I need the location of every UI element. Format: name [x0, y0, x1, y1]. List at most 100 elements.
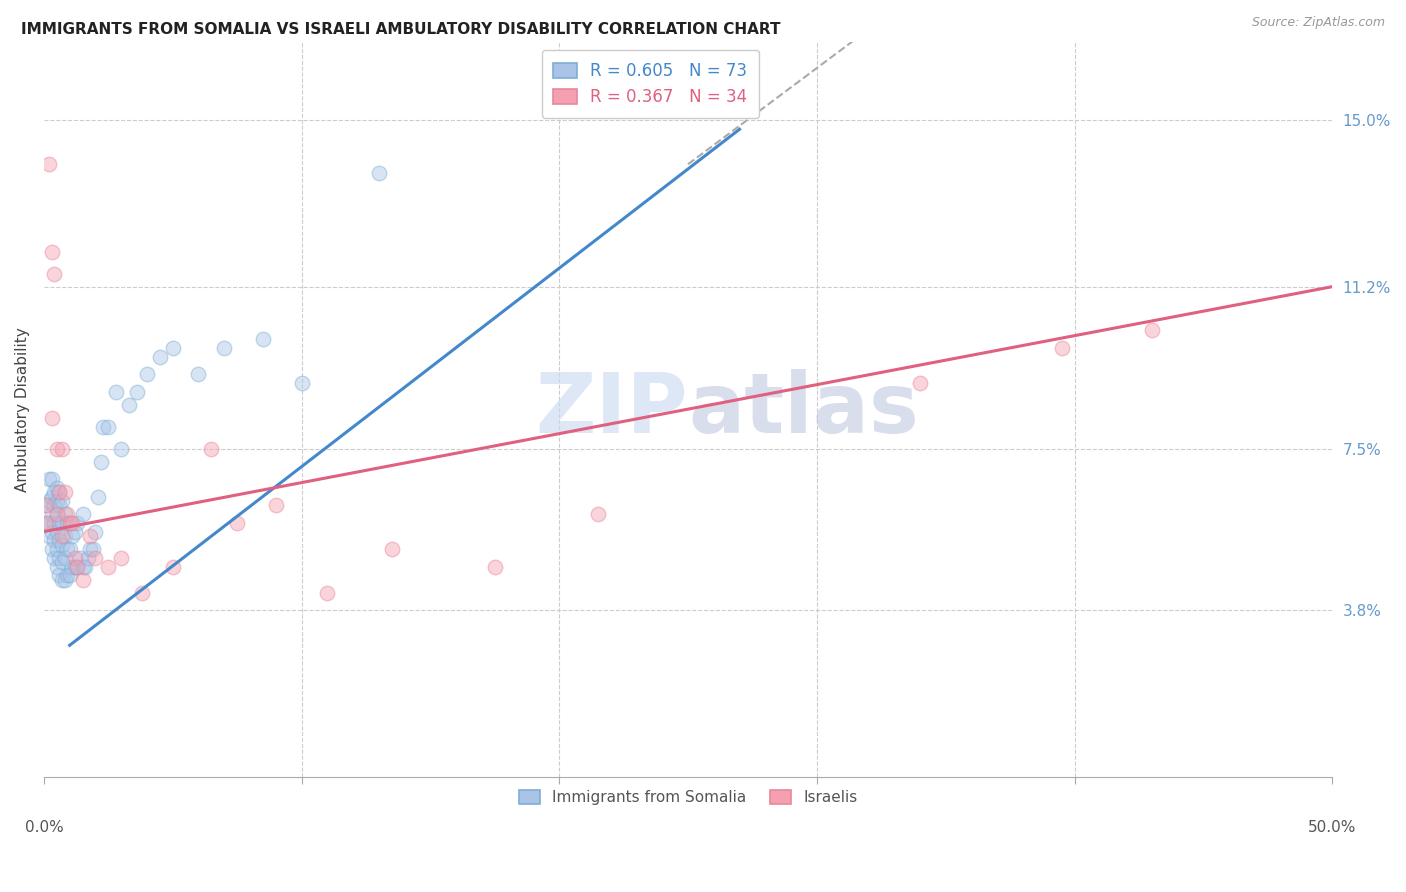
Point — [91, 419, 114, 434]
Point — [1050, 341, 1073, 355]
Point — [131, 586, 153, 600]
Point — [41, 490, 63, 504]
Point — [41, 542, 63, 557]
Point — [110, 550, 132, 565]
Point — [367, 166, 389, 180]
Point — [53, 550, 76, 565]
Point — [35, 516, 58, 530]
Point — [72, 573, 94, 587]
Point — [35, 499, 58, 513]
Point — [56, 516, 79, 530]
Point — [51, 442, 73, 456]
Text: ZIP: ZIP — [536, 368, 688, 450]
Point — [44, 499, 66, 513]
Point — [38, 494, 60, 508]
Point — [381, 542, 404, 557]
Point — [66, 559, 89, 574]
Point — [38, 516, 60, 530]
Point — [264, 499, 287, 513]
Point — [136, 367, 159, 381]
Text: 0.0%: 0.0% — [24, 821, 63, 835]
Point — [84, 550, 107, 565]
Point — [66, 516, 89, 530]
Point — [45, 494, 67, 508]
Point — [66, 559, 89, 574]
Point — [162, 341, 184, 355]
Point — [56, 568, 79, 582]
Point — [44, 516, 66, 530]
Point — [63, 559, 86, 574]
Point — [51, 516, 73, 530]
Point — [48, 485, 70, 500]
Point — [79, 542, 101, 557]
Point — [41, 524, 63, 539]
Point — [97, 419, 120, 434]
Point — [48, 533, 70, 548]
Point — [38, 472, 60, 486]
Point — [200, 442, 222, 456]
Point — [586, 507, 609, 521]
Point — [72, 507, 94, 521]
Legend: Immigrants from Somalia, Israelis: Immigrants from Somalia, Israelis — [512, 782, 865, 813]
Point — [87, 490, 110, 504]
Point — [41, 410, 63, 425]
Point — [56, 507, 79, 521]
Point — [316, 586, 339, 600]
Text: IMMIGRANTS FROM SOMALIA VS ISRAELI AMBULATORY DISABILITY CORRELATION CHART: IMMIGRANTS FROM SOMALIA VS ISRAELI AMBUL… — [21, 22, 780, 37]
Point — [45, 442, 67, 456]
Point — [72, 559, 94, 574]
Point — [45, 481, 67, 495]
Point — [53, 485, 76, 500]
Point — [63, 550, 86, 565]
Point — [105, 384, 128, 399]
Point — [44, 533, 66, 548]
Point — [44, 550, 66, 565]
Point — [41, 507, 63, 521]
Point — [45, 507, 67, 521]
Point — [38, 529, 60, 543]
Text: Source: ZipAtlas.com: Source: ZipAtlas.com — [1251, 16, 1385, 29]
Point — [84, 524, 107, 539]
Point — [59, 568, 82, 582]
Point — [35, 499, 58, 513]
Point — [125, 384, 148, 399]
Text: atlas: atlas — [688, 368, 918, 450]
Point — [44, 485, 66, 500]
Point — [97, 559, 120, 574]
Y-axis label: Ambulatory Disability: Ambulatory Disability — [15, 326, 30, 491]
Point — [484, 559, 506, 574]
Point — [69, 550, 91, 565]
Point — [45, 524, 67, 539]
Point — [290, 376, 312, 390]
Point — [35, 516, 58, 530]
Point — [45, 559, 67, 574]
Point — [41, 472, 63, 486]
Point — [48, 550, 70, 565]
Point — [45, 507, 67, 521]
Point — [56, 542, 79, 557]
Point — [48, 516, 70, 530]
Point — [48, 568, 70, 582]
Point — [53, 507, 76, 521]
Point — [41, 244, 63, 259]
Point — [79, 529, 101, 543]
Point — [51, 573, 73, 587]
Point — [48, 499, 70, 513]
Point — [51, 538, 73, 552]
Point — [51, 529, 73, 543]
Point — [59, 516, 82, 530]
Point — [53, 529, 76, 543]
Point — [90, 455, 112, 469]
Point — [82, 542, 104, 557]
Point — [76, 550, 98, 565]
Point — [63, 524, 86, 539]
Point — [48, 485, 70, 500]
Point — [59, 516, 82, 530]
Point — [38, 157, 60, 171]
Point — [59, 542, 82, 557]
Point — [51, 555, 73, 569]
Point — [162, 559, 184, 574]
Point — [187, 367, 209, 381]
Point — [60, 529, 83, 543]
Point — [44, 267, 66, 281]
